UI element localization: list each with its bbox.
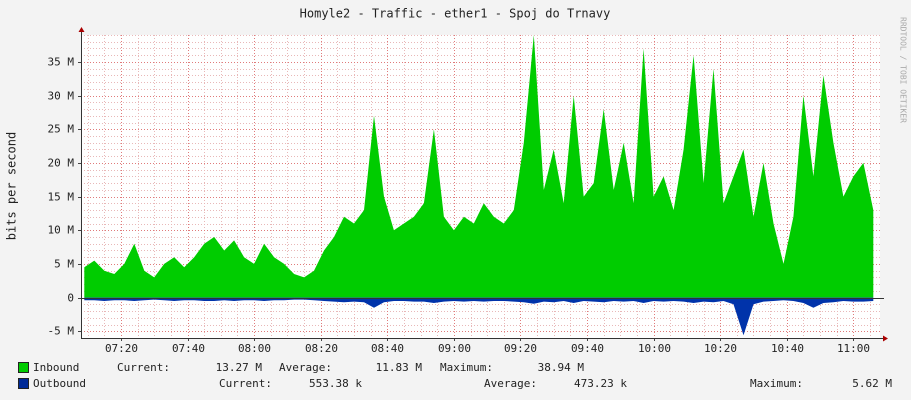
x-tick-label: 08:00 [238,342,271,355]
x-tick-label: 07:40 [172,342,205,355]
legend-stat-label: Current: [117,361,170,374]
axes: -5 M 0 5 M 10 M 15 M 20 M 25 M 30 M 35 M 07:20 07:… [48,27,888,355]
y-axis-label: bits per second [5,132,19,240]
legend-swatch [18,362,29,373]
legend-stat-label: Average: [484,377,537,390]
watermark: RRDTOOL / TOBI OETIKER [899,17,908,123]
legend-stat-value: 5.62 M [852,377,892,390]
legend-stat-label: Average: [279,361,332,374]
legend-stat-label: Maximum: [750,377,803,390]
legend-stat-value: 38.94 M [538,361,585,374]
y-tick-label: -5 M [48,325,75,338]
y-tick-label: 10 M [48,224,75,237]
axis-arrow [883,335,888,342]
x-tick-label: 09:20 [504,342,537,355]
legend-stat-value: 13.27 M [216,361,263,374]
x-tick-label: 08:40 [371,342,404,355]
x-tick-label: 11:00 [837,342,870,355]
x-tick-label: 10:00 [638,342,671,355]
legend-swatch [18,378,29,389]
axis-arrow [78,27,85,32]
x-tick-label: 09:40 [571,342,604,355]
y-tick-label: 25 M [48,123,75,136]
x-tick-label: 08:20 [305,342,338,355]
y-tick-label: 15 M [48,191,75,204]
marks [84,35,874,336]
y-tick-label: 20 M [48,157,75,170]
x-tick-label: 07:20 [105,342,138,355]
y-tick-label: 35 M [48,56,75,69]
legend-stat-value: 553.38 k [309,377,362,390]
x-tick-label: 09:00 [438,342,471,355]
x-tick-label: 10:40 [771,342,804,355]
legend-stat-label: Maximum: [440,361,493,374]
legend-label: Outbound [33,377,86,390]
x-tick-label: 10:20 [704,342,737,355]
y-tick-label: 5 M [54,258,74,271]
legend-stat-label: Current: [219,377,272,390]
legend-stat-value: 473.23 k [574,377,627,390]
y-tick-label: 0 [67,292,74,305]
y-tick-label: 30 M [48,90,75,103]
legend: Inbound Current: 13.27 M Average: 11.83 M Max… [18,361,892,390]
chart-title: Homyle2 - Traffic - ether1 - Spoj do Trn… [300,7,611,21]
legend-stat-value: 11.83 M [376,361,423,374]
legend-label: Inbound [33,361,79,374]
area [84,35,874,298]
